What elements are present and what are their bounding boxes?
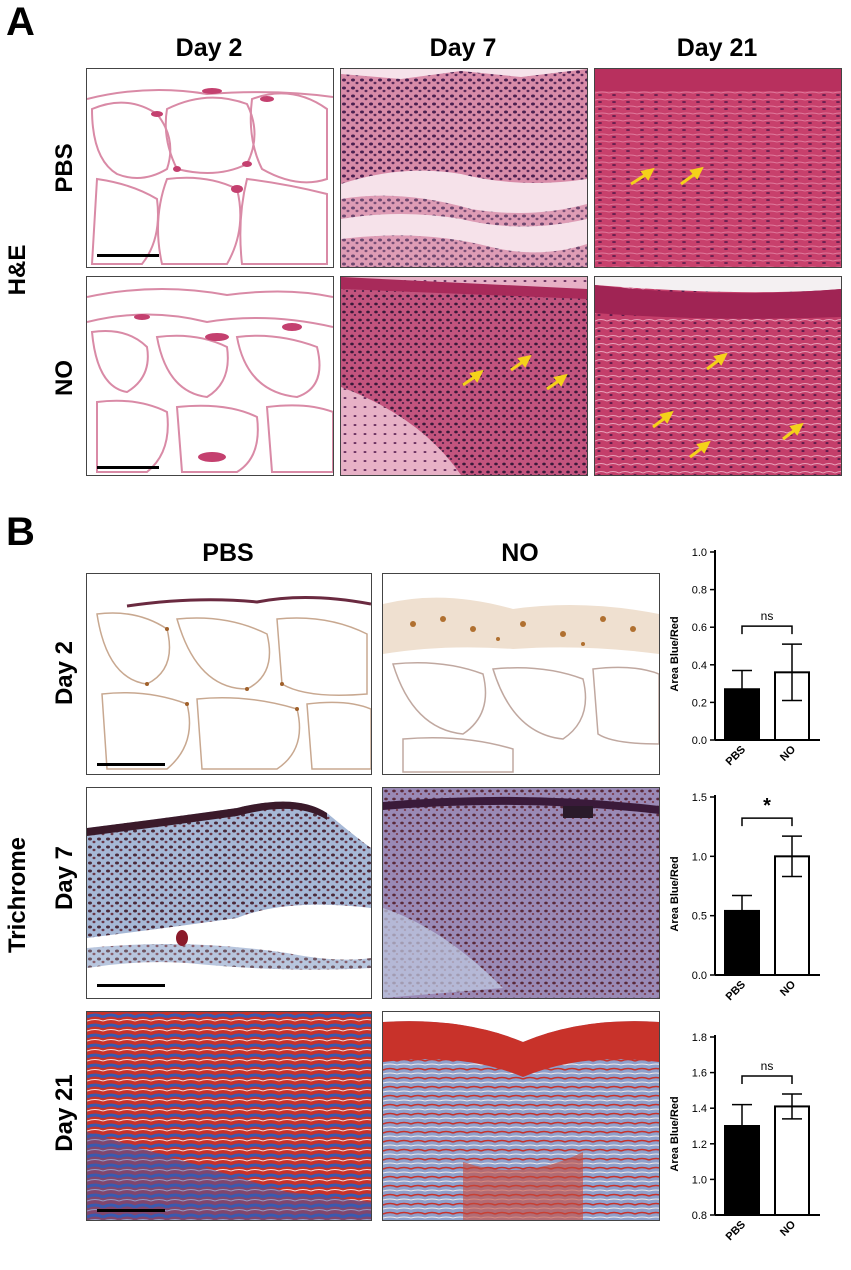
- tri-day2-pbs-image: [86, 573, 372, 775]
- chart0-y-tick-label: 0.8: [692, 585, 707, 597]
- chart1-y-axis-title: Area Blue/Red: [669, 856, 681, 931]
- he-day7-no-image: [340, 276, 588, 476]
- panel-b-col-no: NO: [501, 539, 539, 567]
- chart0-y-tick-label: 0.4: [692, 660, 707, 672]
- chart1-y-tick-label: 1.0: [692, 851, 707, 863]
- chart0-y-tick-label: 1.0: [692, 547, 707, 559]
- chart2-y-tick-label: 1.0: [692, 1174, 707, 1186]
- bar-chart-day7-svg: Area Blue/Red 0.0 0.5 1.0 1.5 PBS NO *: [669, 792, 820, 1003]
- chart0-category-label: PBS: [724, 744, 748, 768]
- chart1-significance-label: *: [763, 795, 771, 817]
- panel-b-row-day2: Day 2: [51, 640, 78, 706]
- chart2-y-axis-title: Area Blue/Red: [669, 1096, 681, 1171]
- chart2-significance-bracket: [741, 1075, 793, 1084]
- chart2-y-tick-label: 1.6: [692, 1068, 707, 1080]
- chart2-y-tick-label: 1.8: [692, 1032, 707, 1044]
- chart1-significance-bracket: [741, 817, 793, 827]
- he-day21-no-image: [594, 276, 842, 476]
- chart0-significance-label: ns: [761, 609, 774, 623]
- tri-day21-pbs-image: [86, 1011, 372, 1221]
- chart1-category-label: NO: [778, 978, 798, 998]
- bar-chart-day7: Area Blue/Red 0.0 0.5 1.0 1.5 PBS NO *: [660, 785, 845, 1030]
- tri-day7-no-image: [382, 787, 660, 999]
- chart0-significance-bracket: [741, 625, 793, 635]
- panel-b-col-pbs: PBS: [202, 539, 254, 567]
- bar-chart-day2: Area Blue/Red 0.0 0.2 0.4 0.6 0.8 1.0 PBS NO ns: [660, 540, 845, 790]
- tri-day7-pbs-image: [86, 787, 372, 999]
- he-day2-pbs-image: [86, 68, 334, 268]
- chart2-y-tick-label: 1.4: [692, 1103, 707, 1115]
- panel-a-col-day21: Day 21: [676, 34, 758, 62]
- he-day2-no-image: [86, 276, 334, 476]
- chart1-y-tick-label: 0.5: [692, 911, 707, 923]
- panel-a-row-no: NO: [51, 360, 78, 396]
- bar-chart-day2-svg: Area Blue/Red 0.0 0.2 0.4 0.6 0.8 1.0 PBS NO ns: [669, 547, 820, 768]
- chart0-y-tick-label: 0.6: [692, 622, 707, 634]
- chart1-y-tick-label: 1.5: [692, 792, 707, 804]
- bar-chart-day21-svg: Area Blue/Red 0.8 1.0 1.2 1.4 1.6 1.8 PBS NO ns: [669, 1032, 820, 1243]
- panel-a-col-day7: Day 7: [429, 34, 497, 62]
- panel-b-letter: B: [6, 510, 35, 554]
- panel-a-stain-label: H&E: [4, 244, 31, 296]
- chart2-significance-label: ns: [761, 1059, 774, 1073]
- chart2-category-label: PBS: [724, 1219, 748, 1243]
- tri-day2-no-image: [382, 573, 660, 775]
- chart1-category-label: PBS: [724, 979, 748, 1003]
- panel-b-stain-label: Trichrome: [4, 836, 31, 954]
- chart1-bar-pbs: [724, 909, 760, 976]
- chart2-bar-pbs: [724, 1125, 760, 1216]
- chart0-y-axis-title: Area Blue/Red: [669, 616, 681, 691]
- chart1-y-tick-label: 0.0: [692, 970, 707, 982]
- panel-b-row-day21: Day 21: [51, 1074, 78, 1152]
- tri-day21-no-image: [382, 1011, 660, 1221]
- panel-a-letter: A: [6, 0, 35, 44]
- chart0-y-tick-label: 0.2: [692, 697, 707, 709]
- panel-a-col-day2: Day 2: [175, 34, 243, 62]
- bar-chart-day21: Area Blue/Red 0.8 1.0 1.2 1.4 1.6 1.8 PBS NO ns: [660, 1025, 845, 1265]
- chart2-y-tick-label: 0.8: [692, 1210, 707, 1222]
- he-day21-pbs-image: [594, 68, 842, 268]
- chart0-bar-pbs: [724, 688, 760, 742]
- he-day7-pbs-image: [340, 68, 588, 268]
- chart2-bar-no: [774, 1105, 810, 1216]
- panel-a-row-pbs: PBS: [51, 143, 78, 193]
- chart2-category-label: NO: [778, 1218, 798, 1238]
- chart0-category-label: NO: [778, 743, 798, 763]
- panel-b-row-day7: Day 7: [51, 845, 78, 911]
- chart2-y-tick-label: 1.2: [692, 1139, 707, 1151]
- chart0-y-tick-label: 0.0: [692, 735, 707, 747]
